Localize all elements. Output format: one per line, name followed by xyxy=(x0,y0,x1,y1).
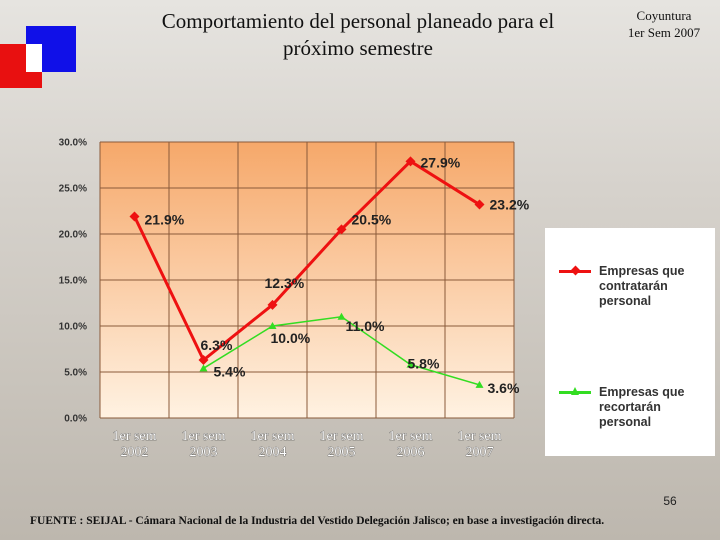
x-tick-label: 2004 xyxy=(259,445,287,460)
data-point-hire xyxy=(267,299,278,310)
legend-cut-line-2: recortarán xyxy=(599,400,661,414)
chart-legend: Empresas que contratarán personal Empres… xyxy=(545,228,715,456)
y-tick-label: 25.0% xyxy=(59,184,87,195)
legend-hire-line-1: Empresas que xyxy=(599,264,685,278)
data-label-hire: 21.9% xyxy=(145,212,185,228)
data-label-hire: 23.2% xyxy=(490,197,530,213)
legend-cut-line-3: personal xyxy=(599,415,652,429)
data-label-cut: 11.0% xyxy=(346,318,385,334)
slide-title: Comportamiento del personal planeado par… xyxy=(108,8,608,62)
y-tick-label: 5.0% xyxy=(64,368,87,379)
data-point-cut xyxy=(475,380,484,388)
title-line-2: próximo semestre xyxy=(283,36,433,60)
title-line-1: Comportamiento del personal planeado par… xyxy=(161,9,555,33)
data-label-cut: 5.4% xyxy=(214,363,246,379)
x-tick-label: 1er sem xyxy=(182,429,226,444)
data-point-cut xyxy=(268,322,277,329)
data-point-cut xyxy=(406,360,415,368)
data-point-hire xyxy=(198,355,209,366)
x-tick-label: 1er sem xyxy=(251,429,295,444)
data-point-cut xyxy=(199,364,208,372)
data-label-cut: 5.8% xyxy=(408,356,440,372)
y-tick-label: 0.0% xyxy=(64,414,87,425)
y-tick-label: 20.0% xyxy=(59,230,87,241)
legend-label-hire: Empresas que contratarán personal xyxy=(599,264,709,309)
y-tick-label: 10.0% xyxy=(59,322,87,333)
data-point-hire xyxy=(129,211,140,222)
x-tick-label: 2005 xyxy=(328,445,356,460)
data-label-cut: 3.6% xyxy=(488,380,520,396)
corner-line-2: 1er Sem 2007 xyxy=(627,25,701,40)
legend-label-cut: Empresas que recortarán personal xyxy=(599,385,709,430)
data-label-hire: 12.3% xyxy=(265,275,305,291)
x-tick-label: 2007 xyxy=(466,445,494,460)
data-label-hire: 6.3% xyxy=(201,337,233,353)
legend-hire-line-3: personal xyxy=(599,294,652,308)
source-footer: FUENTE : SEIJAL - Cámara Nacional de la … xyxy=(30,515,605,527)
legend-hire-line-2: contratarán xyxy=(599,279,668,293)
legend-triangle-icon xyxy=(571,387,579,395)
x-tick-label: 2002 xyxy=(121,445,149,460)
legend-diamond-icon xyxy=(570,265,581,276)
data-label-cut: 10.0% xyxy=(271,330,311,346)
data-point-cut xyxy=(337,312,346,320)
y-tick-label: 15.0% xyxy=(59,276,87,287)
corner-line-1: Coyuntura xyxy=(636,8,692,23)
corner-label: Coyuntura 1er Sem 2007 xyxy=(614,7,714,41)
series-line-hire xyxy=(133,159,481,363)
x-tick-label: 1er sem xyxy=(320,429,364,444)
x-tick-label: 2003 xyxy=(190,445,218,460)
x-tick-label: 2006 xyxy=(397,445,425,460)
data-point-hire xyxy=(336,224,347,235)
y-tick-label: 30.0% xyxy=(59,138,87,149)
data-point-hire xyxy=(474,199,485,210)
legend-cut-line-1: Empresas que xyxy=(599,385,685,399)
x-tick-label: 1er sem xyxy=(113,429,157,444)
data-point-hire xyxy=(405,156,416,167)
data-label-hire: 20.5% xyxy=(352,211,392,227)
x-tick-label: 1er sem xyxy=(389,429,433,444)
page-number: 56 xyxy=(663,494,677,508)
x-tick-label: 1er sem xyxy=(458,429,502,444)
data-label-hire: 27.9% xyxy=(421,154,461,170)
